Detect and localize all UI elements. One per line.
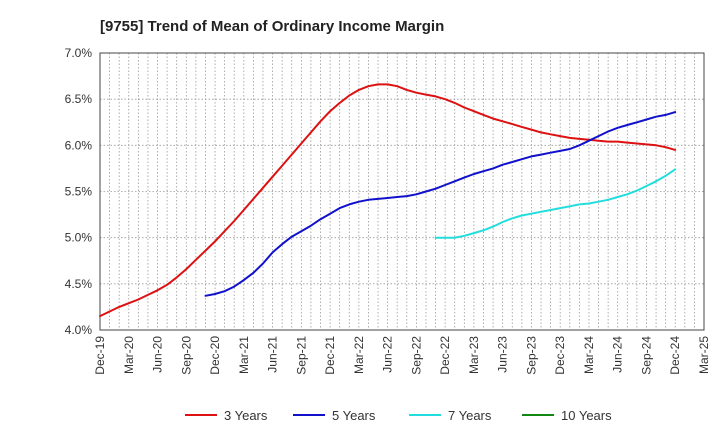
x-tick-label: Sep-20 [179, 336, 193, 375]
x-tick-label: Dec-20 [208, 336, 222, 375]
y-tick-label: 5.0% [65, 231, 93, 245]
x-tick-label: Mar-20 [122, 336, 136, 374]
x-tick-label: Mar-23 [467, 336, 481, 374]
y-tick-label: 7.0% [65, 46, 93, 60]
chart-title: [9755] Trend of Mean of Ordinary Income … [100, 18, 444, 35]
y-tick-label: 4.0% [65, 323, 93, 337]
series-line-5-years [204, 111, 677, 297]
x-tick-label: Dec-22 [438, 336, 452, 375]
legend-label-7-years: 7 Years [448, 408, 492, 423]
x-tick-label: Sep-24 [639, 336, 653, 375]
x-tick-label: Mar-25 [697, 336, 711, 374]
x-tick-label: Dec-23 [553, 336, 567, 375]
legend-label-5-years: 5 Years [332, 408, 376, 423]
x-tick-label: Jun-22 [381, 336, 395, 373]
x-tick-label: Sep-21 [294, 336, 308, 375]
series-line-3-years [99, 83, 677, 318]
y-tick-label: 5.5% [65, 185, 93, 199]
x-tick-label: Mar-21 [237, 336, 251, 374]
x-tick-label: Dec-21 [323, 336, 337, 375]
x-tick-label: Mar-24 [582, 336, 596, 374]
legend-label-10-years: 10 Years [561, 408, 612, 423]
x-tick-label: Dec-19 [93, 336, 107, 375]
y-tick-label: 4.5% [65, 277, 93, 291]
plot-area-frame [99, 52, 705, 331]
x-tick-label: Sep-22 [409, 336, 423, 375]
legend: 3 Years 5 Years 7 Years 10 Years [185, 408, 612, 423]
x-tick-label: Dec-24 [668, 336, 682, 375]
x-tick-label: Jun-21 [266, 336, 280, 373]
x-tick-label: Jun-20 [151, 336, 165, 373]
series-line-7-years [434, 168, 677, 239]
y-tick-label: 6.0% [65, 138, 93, 152]
y-axis-ticks: 4.0% 4.5% 5.0% 5.5% 6.0% 6.5% 7.0% [65, 46, 93, 337]
x-tick-label: Mar-22 [352, 336, 366, 374]
y-tick-label: 6.5% [65, 92, 93, 106]
legend-label-3-years: 3 Years [224, 408, 268, 423]
x-tick-label: Jun-24 [611, 336, 625, 373]
series-lines [99, 83, 677, 318]
x-axis-ticks: Dec-19 Mar-20 Jun-20 Sep-20 Dec-20 Mar-21 Jun-… [93, 336, 711, 375]
x-tick-label: Jun-23 [496, 336, 510, 373]
grid [99, 52, 705, 331]
x-tick-label: Sep-23 [524, 336, 538, 375]
